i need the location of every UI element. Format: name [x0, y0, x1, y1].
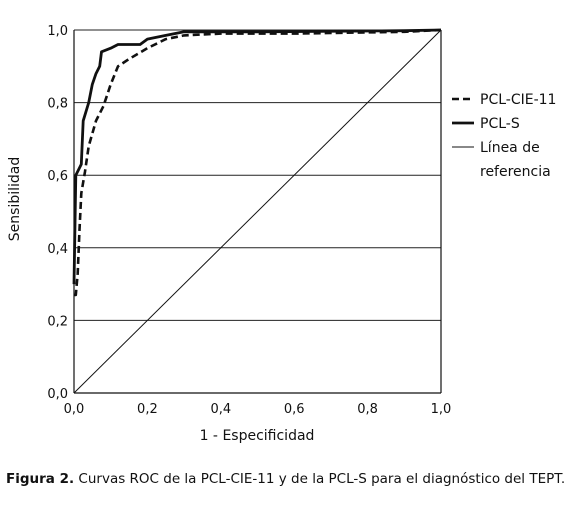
tick-labels: 0,0 0,2 0,4 0,6 0,8 1,0 0,0 0,2 0,4 0,6 0,8 1,0 [47, 24, 451, 417]
x-tick-label: 0,2 [137, 402, 158, 417]
caption-label: Figura 2. [6, 471, 75, 487]
series-line-l-nea-de-referencia [73, 29, 442, 394]
y-tick-label: 0,0 [47, 387, 68, 402]
axes [73, 30, 442, 394]
series-line-pcl-cie-11 [74, 28, 442, 297]
x-tick-label: 0,6 [284, 402, 305, 417]
legend-label: PCL-CIE-11 [480, 92, 556, 108]
series-layer [72, 28, 442, 394]
y-axis-title: Sensibilidad [7, 157, 23, 241]
y-tick-label: 0,6 [47, 169, 68, 184]
grid-lines [74, 29, 441, 321]
x-tick-label: 0,4 [210, 402, 231, 417]
series-line-pcl-s [72, 28, 442, 285]
y-tick-label: 1,0 [47, 24, 68, 39]
legend: PCL-CIE-11 PCL-S Línea de referencia [452, 92, 556, 180]
x-tick-label: 0,0 [64, 402, 85, 417]
legend-label: Línea de [480, 140, 540, 156]
caption-text: Curvas ROC de la PCL-CIE-11 y de la PCL-… [74, 471, 566, 487]
y-tick-label: 0,8 [47, 97, 68, 112]
legend-label: referencia [480, 164, 551, 180]
x-axis-title: 1 - Especificidad [200, 428, 315, 444]
figure-caption: Figura 2. Curvas ROC de la PCL-CIE-11 y … [6, 470, 576, 488]
y-tick-label: 0,2 [47, 314, 68, 329]
y-tick-label: 0,4 [47, 242, 68, 257]
roc-chart: 0,0 0,2 0,4 0,6 0,8 1,0 0,0 0,2 0,4 0,6 0,8 1,0 1 -… [7, 24, 556, 444]
x-tick-label: 1,0 [431, 402, 452, 417]
legend-label: PCL-S [480, 116, 520, 132]
x-tick-label: 0,8 [357, 402, 378, 417]
